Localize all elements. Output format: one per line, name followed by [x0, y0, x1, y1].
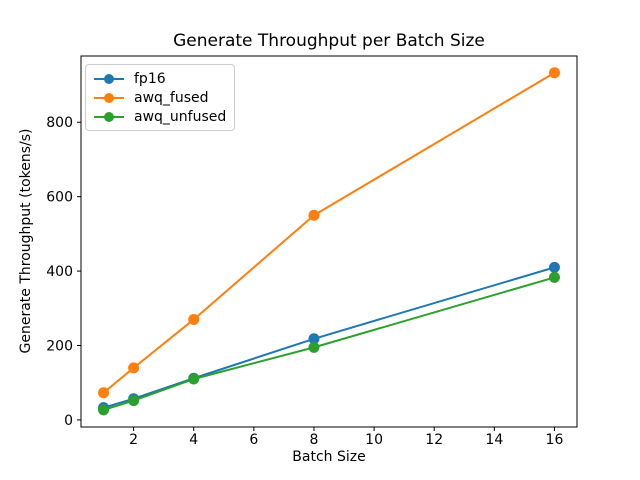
x-tick-label: 6 — [249, 432, 258, 448]
legend-dot — [104, 92, 114, 103]
x-tick-label: 10 — [365, 432, 383, 448]
y-tick-label: 400 — [46, 264, 73, 280]
legend-dot — [104, 73, 114, 84]
line-awq_unfused — [102, 276, 556, 411]
point-awq_fused-b8 — [308, 209, 320, 221]
legend-line-marker-icon — [94, 110, 124, 124]
legend-item-fp16: fp16 — [94, 69, 226, 88]
legend-label-fp16: fp16 — [134, 70, 166, 87]
point-fp16-b8 — [308, 333, 320, 345]
point-awq_unfused-b2 — [128, 395, 140, 407]
point-awq_fused-b2 — [128, 362, 140, 374]
x-axis-label: Batch Size — [292, 449, 366, 465]
point-awq_unfused-b16 — [548, 271, 560, 283]
point-awq_fused-b1 — [98, 387, 110, 399]
x-tick-label: 16 — [546, 432, 564, 448]
legend-dot — [104, 111, 114, 122]
x-tick-label: 12 — [425, 432, 443, 448]
legend-line-marker-icon — [94, 91, 124, 105]
chart-title: Generate Throughput per Batch Size — [173, 31, 485, 51]
legend: fp16 awq_fused awq_unfused — [85, 64, 236, 131]
point-awq_unfused-b8 — [308, 341, 320, 353]
y-tick-label: 600 — [46, 190, 73, 206]
point-awq_fused-b16 — [548, 67, 560, 79]
y-tick-label: 200 — [46, 339, 73, 355]
axes-spines — [80, 55, 578, 428]
point-awq_fused-b4 — [188, 313, 200, 325]
legend-item-awq-fused: awq_fused — [94, 88, 226, 107]
x-tick-label: 4 — [189, 432, 198, 448]
legend-label-awq-unfused: awq_unfused — [134, 108, 227, 125]
x-tick-label: 8 — [310, 432, 319, 448]
legend-item-awq-unfused: awq_unfused — [94, 107, 226, 126]
x-tick-label: 2 — [129, 432, 138, 448]
legend-line-marker-icon — [94, 72, 124, 86]
point-fp16-b16 — [548, 261, 560, 273]
point-awq_unfused-b4 — [188, 373, 200, 385]
legend-label-awq-fused: awq_fused — [134, 89, 209, 106]
x-tick-label: 14 — [485, 432, 503, 448]
y-tick-label: 0 — [64, 413, 73, 429]
y-axis-label: Generate Throughput (tokens/s) — [18, 128, 34, 354]
point-awq_unfused-b1 — [98, 404, 110, 416]
y-tick-label: 800 — [46, 115, 73, 131]
